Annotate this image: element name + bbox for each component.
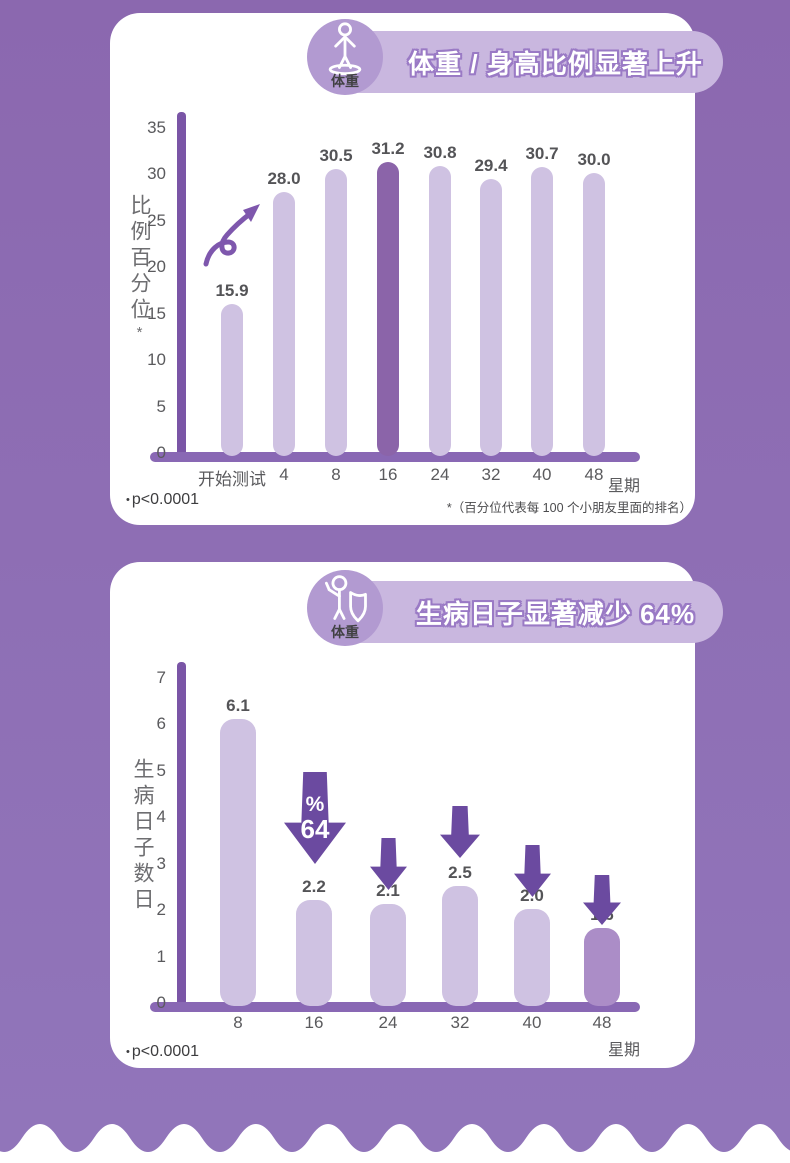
chart1-badge: 体重 <box>307 19 383 95</box>
chart2-title: 生病日子显著减少 64% <box>415 598 696 629</box>
chart2-pvalue: • p<0.0001 <box>126 1043 199 1061</box>
chart2-yaxis-title-text: 生病日子数日 <box>131 758 154 914</box>
rising-curl-arrow-icon <box>203 204 260 267</box>
chart1-pvalue-text: p<0.0001 <box>131 491 200 508</box>
bullet: • <box>126 1046 130 1058</box>
chart1-yaxis-title: 比例百分位* <box>124 194 154 341</box>
chart1-yaxis-title-text: 比例百分位 <box>128 194 151 324</box>
chart2-title-pill: 生病日子显著减少 64% <box>330 581 723 643</box>
chart1-footnote: *（百分位代表每 100 个小朋友里面的排名） <box>446 501 692 515</box>
chart1-xaxis-unit: 星期 <box>607 478 640 495</box>
chart2-badge-label: 体重 <box>331 624 359 640</box>
bullet: • <box>126 494 130 506</box>
chart1-title: 体重 / 身高比例显著上升 <box>408 48 703 79</box>
weight-person-icon <box>328 22 362 75</box>
chart1-yaxis-asterisk: * <box>131 324 148 341</box>
chart2-yaxis-title: 生病日子数日 <box>127 758 157 914</box>
wavy-bottom-edge <box>0 1124 790 1152</box>
child-shield-icon <box>324 575 367 623</box>
chart2-badge: 体重 <box>307 570 383 646</box>
chart2-pvalue-text: p<0.0001 <box>131 1043 200 1060</box>
chart1-pvalue: • p<0.0001 <box>126 491 199 509</box>
chart1-title-pill: 体重 / 身高比例显著上升 <box>330 31 723 93</box>
chart1-badge-label: 体重 <box>331 73 359 89</box>
chart2-xaxis-unit: 星期 <box>607 1042 640 1059</box>
